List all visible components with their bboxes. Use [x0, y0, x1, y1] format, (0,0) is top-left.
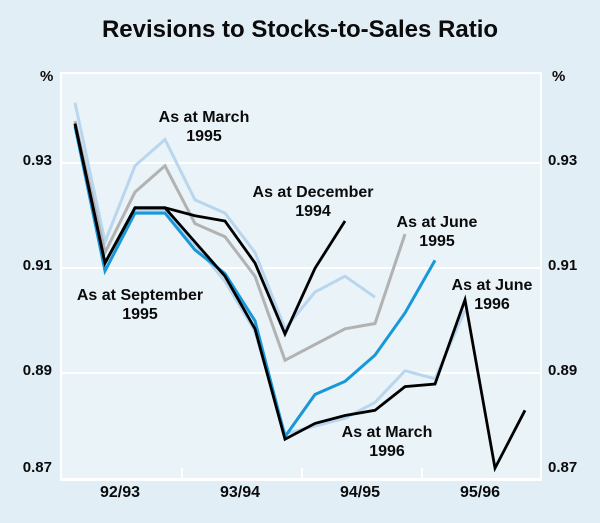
gridlines-container [62, 74, 540, 478]
y-tick-label-left: 0.89 [22, 362, 52, 379]
annotation-line: 1996 [369, 443, 405, 460]
x-axis-tick [421, 468, 423, 478]
x-axis-label: 95/96 [459, 484, 501, 501]
annotation-line: As at December [252, 184, 374, 201]
x-axis-label: 92/93 [99, 484, 141, 501]
annotation-line: As at March [341, 424, 433, 441]
gridline [62, 266, 540, 269]
annotation-line: 1996 [474, 296, 510, 313]
percent-label-right: % [552, 68, 566, 85]
annotation-line: 1995 [419, 233, 455, 250]
percent-label-left: % [40, 68, 54, 85]
x-axis-label: 93/94 [219, 484, 261, 501]
chart-title: Revisions to Stocks-to-Sales Ratio [101, 16, 499, 43]
series-line-as-at-june-1996 [73, 123, 527, 473]
y-tick-label-left: 0.91 [22, 257, 52, 274]
y-tick-label-right: 0.89 [548, 362, 578, 379]
annotation-line: As at June [396, 214, 478, 231]
annotation-as-at-september-1995: As at September 1995 [77, 286, 203, 324]
gridline [62, 371, 540, 374]
y-tick-label-left: 0.93 [22, 152, 52, 169]
annotation-line: As at September [76, 287, 204, 304]
x-axis-tick [301, 468, 303, 478]
annotation-as-at-march-1995: As at March 1995 [159, 108, 250, 146]
series-lines [73, 102, 527, 473]
annotation-line: 1995 [186, 128, 222, 145]
annotation-as-at-december-1994: As at December 1994 [253, 183, 374, 221]
annotation-line: As at June [451, 277, 533, 294]
series-line-as-at-june-1995 [73, 120, 407, 363]
y-tick-label-left: 0.87 [22, 459, 52, 476]
gridline [62, 161, 540, 164]
x-axis-tick [181, 468, 183, 478]
series-line-as-at-march-1995 [73, 102, 376, 332]
annotation-line: 1994 [295, 203, 331, 220]
x-axis-label: 94/95 [339, 484, 381, 501]
annotation-as-at-june-1996: As at June 1996 [452, 276, 533, 314]
annotation-line: 1995 [122, 306, 158, 323]
series-line-as-at-september-1995 [73, 125, 437, 441]
y-tick-label-right: 0.91 [548, 257, 578, 274]
y-tick-label-right: 0.87 [548, 459, 578, 476]
annotation-line: As at March [158, 109, 250, 126]
annotation-as-at-march-1996: As at March 1996 [342, 423, 433, 461]
y-tick-label-right: 0.93 [548, 152, 578, 169]
annotation-as-at-june-1995: As at June 1995 [397, 213, 478, 251]
